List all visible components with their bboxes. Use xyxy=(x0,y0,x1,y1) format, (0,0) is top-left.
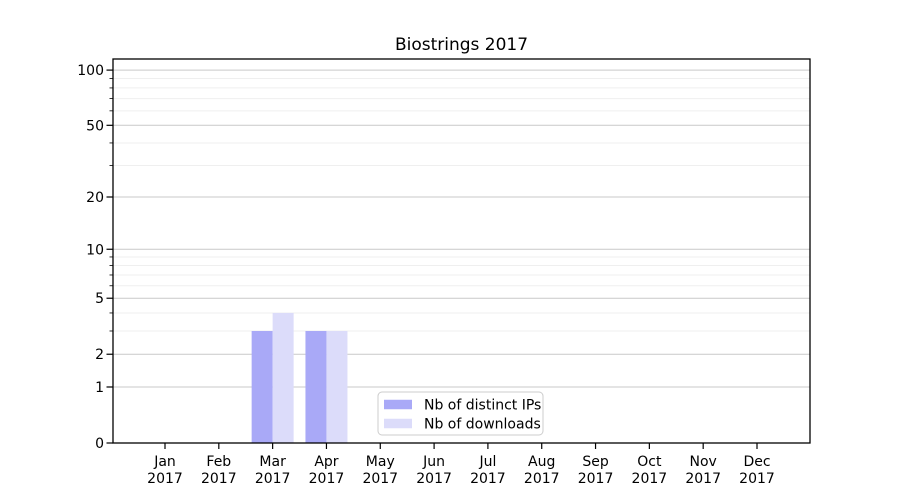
y-tick-label: 20 xyxy=(86,190,104,206)
x-tick-label-year: 2017 xyxy=(416,471,452,487)
x-tick-label-month: Mar xyxy=(259,454,286,470)
axes-frame xyxy=(112,58,811,444)
y-tick-label: 1 xyxy=(95,380,104,396)
y-tick-label: 10 xyxy=(86,242,104,258)
y-tick-label: 0 xyxy=(95,436,104,452)
x-tick-label-month: May xyxy=(366,454,395,470)
x-tick-label-year: 2017 xyxy=(524,471,560,487)
x-tick-label-year: 2017 xyxy=(201,471,237,487)
x-tick-label-month: Feb xyxy=(206,454,231,470)
x-tick-label-year: 2017 xyxy=(362,471,398,487)
bar-downloads-mar xyxy=(272,312,294,443)
x-tick-label-month: Apr xyxy=(314,454,338,470)
x-tick-label-month: Jan xyxy=(153,454,176,470)
x-tick-label-month: Nov xyxy=(690,454,717,470)
x-tick-label-month: Jul xyxy=(478,454,496,470)
x-tick-label-month: Oct xyxy=(637,454,662,470)
y-tick-label: 50 xyxy=(86,118,104,134)
x-tick-label-year: 2017 xyxy=(578,471,614,487)
x-tick-label-month: Jun xyxy=(422,454,445,470)
legend-swatch-ips xyxy=(384,399,412,410)
bar-ips-mar xyxy=(251,330,273,443)
x-tick-label-year: 2017 xyxy=(309,471,345,487)
legend-swatch-downloads xyxy=(384,418,412,429)
x-tick-label-year: 2017 xyxy=(470,471,506,487)
x-tick-label-year: 2017 xyxy=(685,471,721,487)
y-tick-label: 5 xyxy=(95,291,104,307)
x-tick-label-month: Dec xyxy=(743,454,770,470)
y-tick-label: 100 xyxy=(77,63,104,79)
x-tick-label-month: Sep xyxy=(582,454,609,470)
y-tick-label: 2 xyxy=(95,347,104,363)
bar-ips-apr xyxy=(305,330,327,443)
x-tick-label-year: 2017 xyxy=(632,471,668,487)
x-tick-label-year: 2017 xyxy=(739,471,775,487)
x-tick-label-year: 2017 xyxy=(147,471,183,487)
bar-downloads-apr xyxy=(326,330,348,443)
legend-label: Nb of distinct IPs xyxy=(424,398,541,414)
x-tick-label-year: 2017 xyxy=(255,471,291,487)
legend-label: Nb of downloads xyxy=(424,417,541,433)
legend-box xyxy=(377,391,544,436)
x-tick-label-month: Aug xyxy=(528,454,555,470)
chart-title: Biostrings 2017 xyxy=(394,35,529,55)
